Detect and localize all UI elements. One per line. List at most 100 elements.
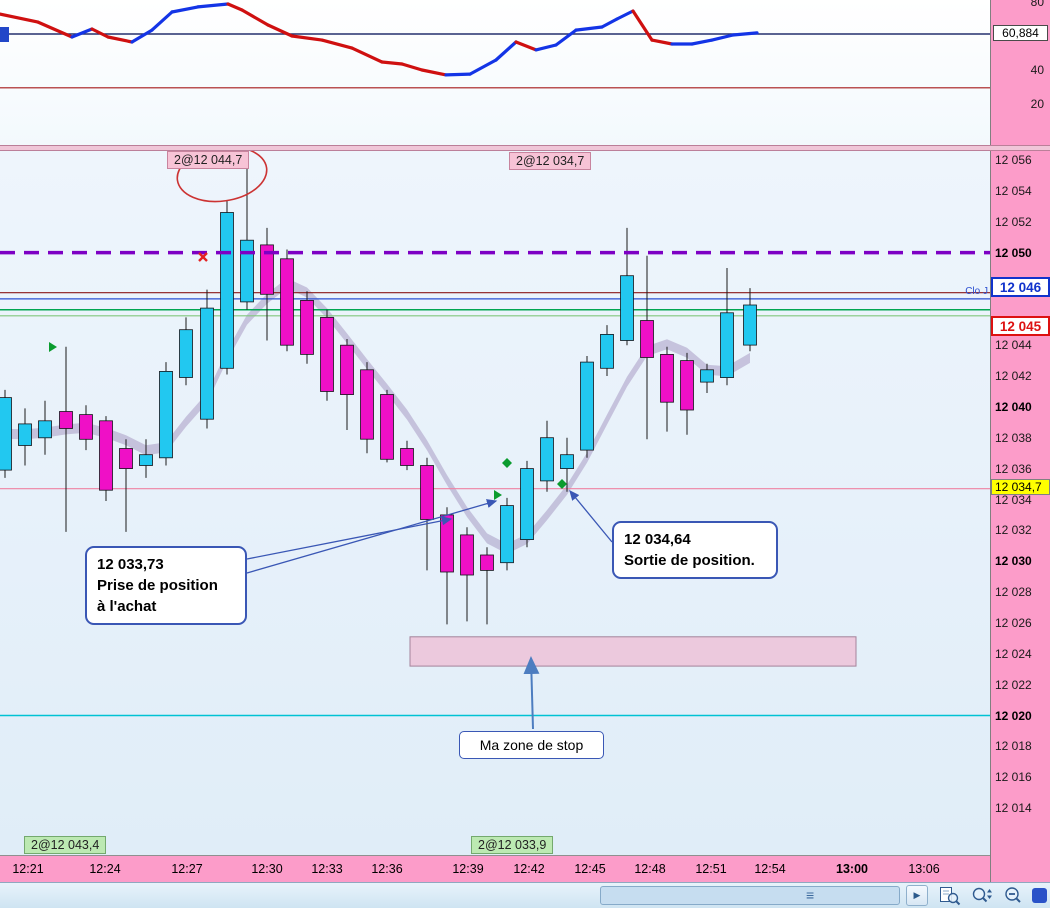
annotation-arrow <box>246 499 498 574</box>
stop-zone[interactable] <box>409 636 857 667</box>
red-price-box: 12 045 <box>991 316 1050 336</box>
candle <box>620 275 634 341</box>
candle <box>38 420 52 439</box>
candle <box>260 244 274 295</box>
scroll-right-button[interactable]: ▶ <box>906 885 928 906</box>
price-axis-tick: 12 028 <box>995 585 1032 599</box>
zoom-out-icon[interactable] <box>1000 884 1026 907</box>
entry-callout[interactable]: 12 033,73 Prise de position à l'achat <box>85 546 247 625</box>
scrollbar-handle[interactable]: ≡ <box>600 886 900 905</box>
scrollbar-grip-icon: ≡ <box>806 887 815 903</box>
candle <box>400 448 414 466</box>
indicator-axis-tick: 20 <box>1030 97 1044 111</box>
annotation-arrow <box>246 516 453 560</box>
price-axis-tick: 12 052 <box>995 214 1032 229</box>
price-axis[interactable]: 60,884 12 046 12 045 12 034,7 80 40 20 12 0… <box>990 0 1050 882</box>
candle <box>18 423 32 446</box>
time-axis-tick: 12:48 <box>634 862 666 876</box>
sell-order-label-2[interactable]: 2@12 034,7 <box>509 152 592 170</box>
annotation-arrow <box>569 489 613 543</box>
indicator-plot <box>0 2 990 89</box>
time-axis[interactable]: 12:21 12:24 12:27 12:30 12:33 12:36 12:39 12:42… <box>0 855 990 882</box>
price-axis-tick: 12 056 <box>995 153 1032 167</box>
time-axis-tick: 12:33 <box>311 862 343 876</box>
candle <box>320 316 334 392</box>
candle <box>440 514 454 573</box>
candle <box>360 369 374 440</box>
bottom-toolbar: ≡ ▶ <box>0 882 1050 908</box>
candle <box>720 312 734 378</box>
time-axis-tick: 12:24 <box>89 862 121 876</box>
price-axis-tick: 12 024 <box>995 646 1032 661</box>
candle <box>99 420 113 491</box>
diamond-marker <box>502 458 512 468</box>
candle <box>660 353 674 403</box>
indicator-axis-tick: 80 <box>1030 0 1044 9</box>
price-axis-tick: 12 044 <box>995 338 1032 353</box>
indicator-axis-tick: 40 <box>1030 63 1044 77</box>
cross-marker <box>198 252 208 262</box>
exit-price-text: 12 034,64 <box>624 531 691 548</box>
peak-circle-annotation[interactable] <box>174 151 271 207</box>
price-axis-tick: 12 042 <box>995 369 1032 383</box>
time-axis-tick: 12:54 <box>754 862 786 876</box>
price-axis-tick: 12 040 <box>995 399 1032 414</box>
price-axis-tick: 12 030 <box>995 554 1032 569</box>
ma-ribbon <box>5 278 750 554</box>
candle <box>200 307 214 420</box>
candle <box>159 370 173 459</box>
entry-price-text: 12 033,73 <box>97 556 164 573</box>
close-day-line-label: Clo J <box>965 286 988 297</box>
indicator-left-marker <box>0 27 9 42</box>
blue-price-box: 12 046 <box>991 277 1050 297</box>
candle <box>240 239 254 303</box>
price-axis-tick: 12 026 <box>995 615 1032 630</box>
candle <box>600 333 614 369</box>
candle <box>540 437 554 482</box>
annotation-arrow <box>523 656 540 730</box>
price-axis-tick: 12 038 <box>995 430 1032 445</box>
page-zoom-icon[interactable] <box>936 884 962 907</box>
price-axis-tick: 12 022 <box>995 677 1032 692</box>
entry-triangle-marker <box>49 342 57 352</box>
price-plot[interactable] <box>0 151 990 855</box>
candle <box>640 320 654 358</box>
candle <box>520 468 534 541</box>
candle <box>119 448 133 470</box>
diamond-marker <box>557 479 567 489</box>
time-axis-tick: 12:45 <box>574 862 606 876</box>
entry-triangle-marker <box>494 490 502 500</box>
sell-order-label-1[interactable]: 2@12 044,7 <box>167 151 250 169</box>
time-axis-tick: 13:00 <box>836 862 868 876</box>
candle <box>139 454 153 466</box>
candle <box>0 397 12 471</box>
candle <box>280 258 294 346</box>
buy-order-label-2[interactable]: 2@12 033,9 <box>471 836 554 854</box>
price-axis-tick: 12 020 <box>995 708 1032 723</box>
candle <box>480 554 494 571</box>
price-axis-tick: 12 032 <box>995 523 1032 538</box>
panel-divider[interactable] <box>0 145 1050 151</box>
time-axis-tick: 12:30 <box>251 862 283 876</box>
time-axis-tick: 13:06 <box>908 862 940 876</box>
exit-callout[interactable]: 12 034,64 Sortie de position. <box>612 521 778 579</box>
candle <box>220 212 234 369</box>
accent-square-button[interactable] <box>1032 888 1047 903</box>
zoom-vertical-icon[interactable] <box>968 884 994 907</box>
time-axis-tick: 12:36 <box>371 862 403 876</box>
candle <box>580 361 594 451</box>
price-axis-tick: 12 014 <box>995 801 1032 816</box>
time-axis-tick: 12:39 <box>452 862 484 876</box>
entry-text-line3: à l'achat <box>97 598 157 615</box>
horizontal-scrollbar[interactable]: ≡ <box>0 883 932 908</box>
price-axis-tick: 12 018 <box>995 739 1032 754</box>
time-axis-tick: 12:27 <box>171 862 203 876</box>
buy-order-label-1[interactable]: 2@12 043,4 <box>24 836 107 854</box>
candle <box>380 394 394 460</box>
candle <box>680 360 694 411</box>
indicator-value-box: 60,884 <box>993 25 1048 41</box>
stop-zone-label[interactable]: Ma zone de stop <box>459 731 604 759</box>
indicator-panel[interactable] <box>0 0 990 145</box>
candle <box>340 344 354 396</box>
